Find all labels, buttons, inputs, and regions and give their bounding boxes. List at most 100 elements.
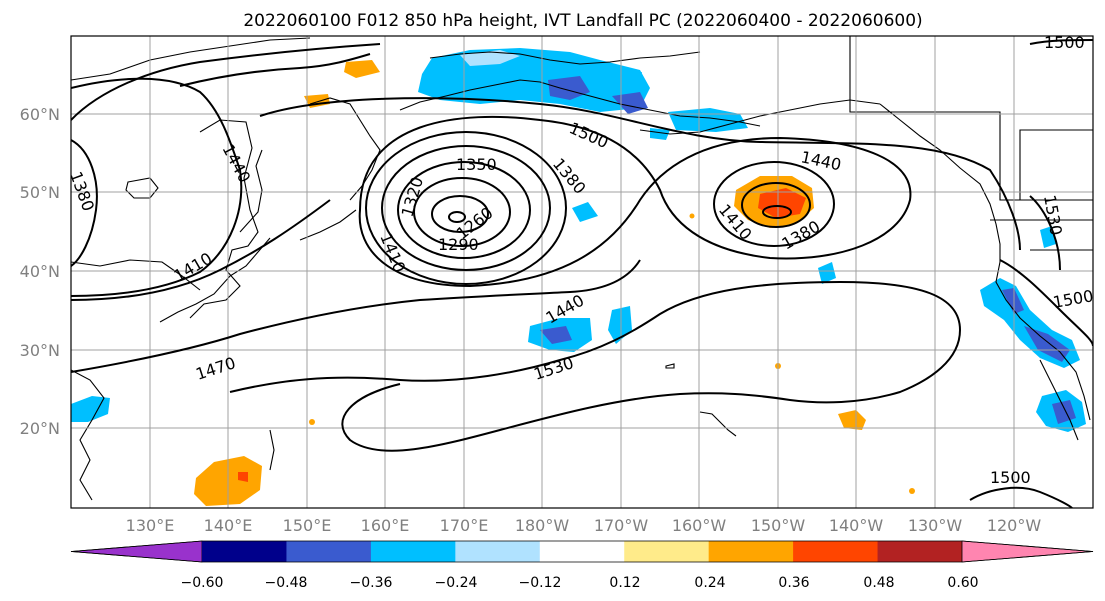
colorbar-segment <box>539 541 625 562</box>
contour-label-1500-south: 1500 <box>990 468 1031 487</box>
contour-1500-north <box>259 97 1021 251</box>
contour-1530 <box>229 280 962 452</box>
lon-label-140e: 140°E <box>204 516 253 535</box>
coast-kurils <box>299 209 357 241</box>
colorbar-tick-label: −0.60 <box>181 575 224 591</box>
colorbar-segment <box>286 541 372 562</box>
colorbar-segment <box>708 541 794 562</box>
contour-1410-low <box>365 131 567 285</box>
ivt-strong-positive-gulf-low <box>758 188 806 218</box>
ivt-positive-okhotsk <box>344 60 380 78</box>
ivt-positive-dot-1 <box>309 419 315 425</box>
contour-1500-east <box>999 259 1093 347</box>
contour-1440 <box>358 115 912 288</box>
contour-1410-japan <box>71 199 331 301</box>
lon-label-150e: 150°E <box>283 516 332 535</box>
colorbar-extend-low <box>70 540 203 563</box>
contour-1260 <box>448 211 466 223</box>
ivt-weak-negative-alaska <box>460 50 520 66</box>
coastlines <box>71 36 1093 501</box>
border-alaska-canada <box>849 36 1093 201</box>
colorbar-tick-label: 0.36 <box>778 575 809 591</box>
contour-1290 <box>431 195 489 233</box>
contour-1410-west <box>71 77 243 297</box>
colorbar: −0.60 −0.48 −0.36 −0.24 −0.12 0.12 0.24 … <box>70 540 1094 591</box>
contour-1440-north <box>71 43 381 121</box>
ivt-positive-dot-3 <box>909 488 915 494</box>
lon-label-160w: 160°W <box>672 516 727 535</box>
coast-us-west <box>995 261 1091 421</box>
border-canada-provinces <box>1019 129 1093 200</box>
coast-sakhalin <box>239 149 263 233</box>
ivt-strong-negative-alaska <box>548 76 590 100</box>
lon-label-130e: 130°E <box>126 516 175 535</box>
coast-baja <box>1039 359 1079 441</box>
contour-gulf-inner <box>762 205 792 219</box>
contour-1470 <box>71 259 641 373</box>
gridlines <box>71 36 1093 508</box>
contour-1380-west <box>71 139 98 267</box>
ivt-negative-west-edge <box>71 396 110 422</box>
ivt-negative-east-pacific <box>818 262 836 284</box>
lat-label-30n: 30°N <box>20 341 60 360</box>
colorbar-tick-label: 0.24 <box>694 575 725 591</box>
colorbar-extend-high <box>961 540 1094 563</box>
contour-1350 <box>397 161 531 259</box>
ivt-strong-negative-california <box>1002 288 1024 314</box>
ivt-negative-north-pacific <box>572 202 598 222</box>
figure-title: 2022060100 F012 850 hPa height, IVT Land… <box>243 11 922 31</box>
latitude-labels: 60°N 50°N 40°N 30°N 20°N <box>20 105 60 438</box>
coast-japan <box>159 237 271 323</box>
colorbar-segment <box>202 541 287 562</box>
coast-china-south <box>71 369 105 501</box>
map-panel: 1440 1380 1410 1470 1500 1350 1320 1260 … <box>70 33 1094 509</box>
colorbar-segments <box>70 540 1094 563</box>
lon-label-120w: 120°W <box>987 516 1042 535</box>
ivt-strong-negative-mid-pacific <box>540 326 572 344</box>
coast-alaska-west <box>399 79 761 127</box>
contour-1530-east <box>1029 195 1061 271</box>
lon-label-160e: 160°E <box>361 516 410 535</box>
coast-hawaii-2 <box>699 411 737 437</box>
ivt-positive-hawaii-east <box>838 410 866 430</box>
coast-canada-west <box>879 103 1001 262</box>
colorbar-frame <box>70 540 1094 563</box>
ivt-negative-gulf-coast-2 <box>650 128 670 140</box>
coast-hawaii-1 <box>665 363 675 369</box>
ivt-positive-dot-4 <box>689 213 695 219</box>
colorbar-tick-label: −0.12 <box>519 575 562 591</box>
contour-1380-low <box>381 145 551 271</box>
colorbar-tick-label: −0.24 <box>435 575 478 591</box>
contour-1500-corner <box>1029 39 1093 45</box>
contour-label-1350: 1350 <box>456 155 497 174</box>
lat-label-50n: 50°N <box>20 183 60 202</box>
lat-label-60n: 60°N <box>20 105 60 124</box>
ivt-strong-positive-tropical-west <box>238 472 248 482</box>
colorbar-segment <box>877 541 963 562</box>
ivt-strong-negative-baja <box>1052 400 1076 424</box>
map-background <box>71 36 1093 508</box>
contour-label-1500-corner: 1500 <box>1044 33 1085 52</box>
colorbar-tick-label: 0.48 <box>863 575 894 591</box>
contour-1380-gulf <box>741 182 811 228</box>
coast-alaska-north <box>429 51 701 65</box>
lon-label-170w: 170°W <box>594 516 649 535</box>
ivt-strong-negative-california-2 <box>1024 326 1070 362</box>
contour-1410-gulf <box>713 161 835 247</box>
contour-label-1290: 1290 <box>438 235 479 254</box>
colorbar-tick-label: −0.36 <box>350 575 393 591</box>
lon-label-180w: 180°W <box>515 516 570 535</box>
lat-label-20n: 20°N <box>20 419 60 438</box>
coast-kamchatka <box>309 97 381 201</box>
colorbar-tick-label: −0.48 <box>265 575 308 591</box>
contour-1440-arc <box>179 53 371 87</box>
coast-alaska-south <box>639 99 881 135</box>
lon-label-170e: 170°E <box>440 516 489 535</box>
lon-label-130w: 130°W <box>908 516 963 535</box>
colorbar-segment <box>793 541 879 562</box>
colorbar-segment <box>455 541 541 562</box>
lat-label-40n: 40°N <box>20 262 60 281</box>
colorbar-tick-label: 0.60 <box>947 575 978 591</box>
height-contours <box>71 39 1093 508</box>
